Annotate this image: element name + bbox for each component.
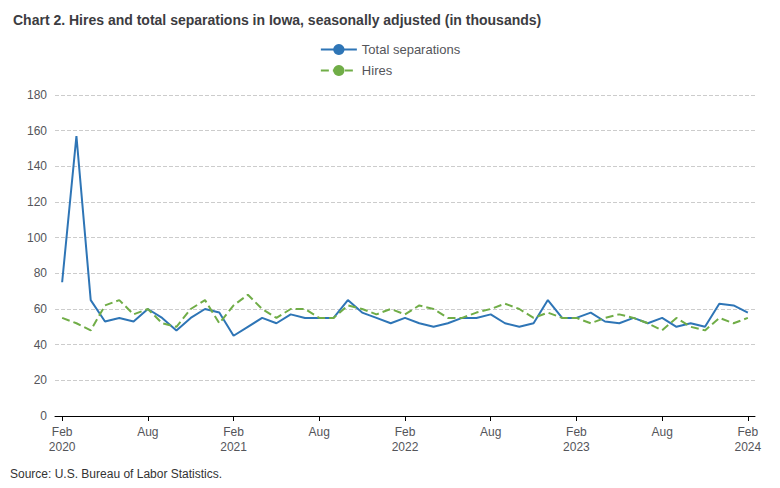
svg-text:2022: 2022: [392, 440, 419, 454]
svg-text:80: 80: [34, 266, 48, 280]
svg-text:Feb: Feb: [223, 425, 244, 439]
svg-text:2020: 2020: [49, 440, 76, 454]
svg-text:40: 40: [34, 338, 48, 352]
svg-text:Aug: Aug: [309, 425, 330, 439]
svg-text:Total separations: Total separations: [362, 42, 461, 57]
svg-text:Feb: Feb: [52, 425, 73, 439]
svg-text:140: 140: [27, 159, 47, 173]
svg-text:0: 0: [40, 409, 47, 423]
svg-text:Aug: Aug: [480, 425, 501, 439]
svg-text:Aug: Aug: [137, 425, 158, 439]
svg-text:2023: 2023: [563, 440, 590, 454]
svg-text:Aug: Aug: [651, 425, 672, 439]
svg-text:180: 180: [27, 88, 47, 102]
svg-text:Chart 2. Hires and total separ: Chart 2. Hires and total separations in …: [13, 12, 541, 28]
svg-text:Source: U.S. Bureau of Labor S: Source: U.S. Bureau of Labor Statistics.: [10, 467, 222, 481]
svg-text:Feb: Feb: [395, 425, 416, 439]
svg-text:2024: 2024: [735, 440, 762, 454]
svg-text:2021: 2021: [220, 440, 247, 454]
svg-text:120: 120: [27, 195, 47, 209]
svg-text:Hires: Hires: [362, 63, 393, 78]
svg-text:Feb: Feb: [738, 425, 759, 439]
svg-text:100: 100: [27, 231, 47, 245]
svg-text:60: 60: [34, 302, 48, 316]
svg-text:20: 20: [34, 373, 48, 387]
svg-text:Feb: Feb: [566, 425, 587, 439]
svg-text:160: 160: [27, 124, 47, 138]
